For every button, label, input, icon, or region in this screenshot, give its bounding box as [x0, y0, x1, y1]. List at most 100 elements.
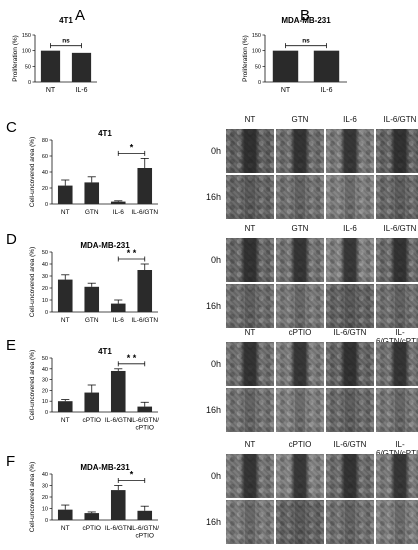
- chart-title: MDA-MB-231: [80, 241, 130, 250]
- micrograph-image: [326, 129, 374, 173]
- bar: [272, 50, 299, 82]
- y-axis-label: Cell-uncovered area (%): [29, 462, 36, 532]
- y-tick-label: 50: [25, 64, 31, 70]
- y-tick-label: 50: [42, 356, 48, 362]
- micrograph-image: [376, 175, 418, 219]
- micrograph-column-label: IL-6/GTN: [383, 224, 417, 233]
- micrograph-grid-e: NT cPTIO IL-6/GTN IL-6/GTN/cPTIO 0h 16h: [196, 328, 418, 432]
- category-label: NT: [46, 87, 56, 94]
- significance-label: *: [130, 142, 134, 152]
- category-label: IL-6: [75, 87, 87, 94]
- category-label: NT: [61, 209, 70, 216]
- micrograph-row-label: 0h: [210, 255, 221, 265]
- micrograph-column-label: NT: [244, 115, 256, 124]
- micrograph-image: [326, 175, 374, 219]
- y-tick-label: 80: [42, 138, 48, 144]
- chart-title: 4T1: [59, 16, 73, 25]
- category-label: GTN: [85, 209, 99, 216]
- category-label: NT: [61, 525, 70, 532]
- micrograph-row-label: 16h: [205, 405, 221, 415]
- y-axis-label: Proliferation (%): [12, 35, 19, 82]
- micrograph-image: [376, 454, 418, 498]
- significance-label: *: [130, 470, 134, 480]
- bar: [110, 490, 126, 520]
- y-tick-label: 0: [45, 310, 48, 316]
- micrograph-image: [226, 129, 274, 173]
- y-tick-label: 50: [42, 250, 48, 256]
- bar: [110, 303, 126, 312]
- micrograph-image: [226, 175, 274, 219]
- significance-label: ns: [302, 38, 310, 45]
- micrograph-column-label: IL-6/GTN: [333, 440, 367, 449]
- bar: [84, 513, 100, 520]
- y-tick-label: 40: [42, 367, 48, 373]
- micrograph-image: [276, 284, 324, 328]
- y-tick-label: 40: [42, 262, 48, 268]
- y-tick-label: 30: [42, 378, 48, 384]
- bar: [84, 286, 100, 312]
- micrograph-image: [326, 238, 374, 282]
- bar: [57, 185, 73, 204]
- y-tick-label: 0: [258, 80, 261, 86]
- chart-title: 4T1: [98, 129, 112, 138]
- micrograph-column-label: IL-6: [343, 115, 357, 124]
- grid-corner: [196, 328, 224, 340]
- panel-letter: C: [6, 119, 17, 136]
- y-tick-label: 30: [42, 274, 48, 280]
- bar: [137, 406, 153, 412]
- micrograph-image: [226, 500, 274, 544]
- bar: [84, 182, 100, 204]
- micrograph-image: [276, 129, 324, 173]
- micrograph-image: [326, 284, 374, 328]
- grid-corner: [196, 440, 224, 452]
- grid-corner: [196, 115, 224, 127]
- panel-letter: F: [6, 453, 15, 470]
- panel-letter: D: [6, 231, 17, 248]
- panel-letter: B: [300, 7, 310, 24]
- y-tick-label: 50: [255, 64, 261, 70]
- category-label: cPTIO: [83, 417, 101, 424]
- micrograph-image: [276, 388, 324, 432]
- micrograph-image: [276, 342, 324, 386]
- micrograph-image: [326, 388, 374, 432]
- bar: [57, 279, 73, 312]
- micrograph-image: [276, 454, 324, 498]
- micrograph-image: [376, 388, 418, 432]
- micrograph-column-label: IL-6/GTN/cPTIO: [376, 440, 418, 458]
- micrograph-image: [276, 238, 324, 282]
- micrograph-column-label: NT: [244, 328, 256, 337]
- y-tick-label: 0: [45, 518, 48, 524]
- micrograph-grid-c: NT GTN IL-6 IL-6/GTN 0h 16h: [196, 115, 418, 219]
- micrograph-image: [376, 129, 418, 173]
- micrograph-column-label: IL-6/GTN: [333, 328, 367, 337]
- category-label: IL-6/GTN: [105, 417, 132, 424]
- micrograph-row-label: 0h: [210, 359, 221, 369]
- micrograph-image: [226, 454, 274, 498]
- micrograph-image: [376, 284, 418, 328]
- significance-label: * *: [127, 248, 137, 258]
- grid-corner: [196, 224, 224, 236]
- category-label: NT: [61, 317, 70, 324]
- category-label: IL-6: [113, 209, 125, 216]
- micrograph-column-label: IL-6: [343, 224, 357, 233]
- bar: [110, 370, 126, 412]
- y-tick-label: 20: [42, 388, 48, 394]
- y-tick-label: 40: [42, 472, 48, 478]
- y-tick-label: 0: [45, 202, 48, 208]
- micrograph-row-label: 16h: [205, 192, 221, 202]
- micrograph-row-label: 0h: [210, 146, 221, 156]
- y-tick-label: 10: [42, 507, 48, 513]
- micrograph-column-label: GTN: [291, 224, 309, 233]
- category-label: IL-6: [320, 87, 332, 94]
- y-tick-label: 20: [42, 286, 48, 292]
- chart-title: MDA-MB-231: [80, 463, 130, 472]
- significance-label: * *: [127, 353, 137, 363]
- micrograph-image: [376, 238, 418, 282]
- bar: [110, 201, 126, 204]
- micrograph-column-label: cPTIO: [288, 440, 312, 449]
- y-axis-label: Proliferation (%): [242, 35, 249, 82]
- category-label: IL-6/GTN: [105, 525, 132, 532]
